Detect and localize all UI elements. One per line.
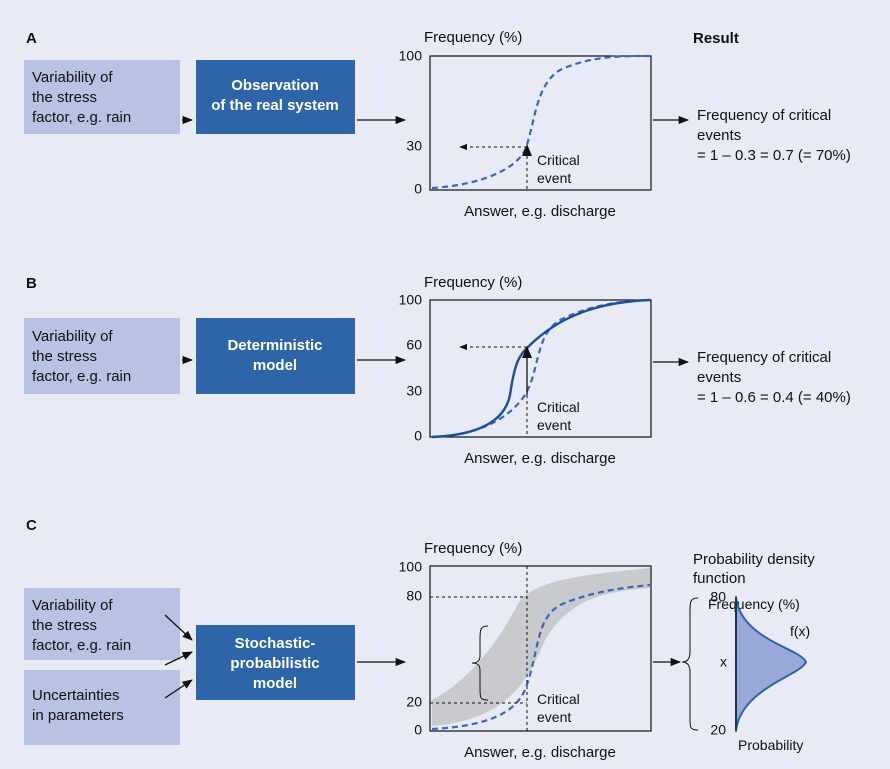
curve — [431, 54, 651, 190]
tick-label: 30 — [406, 383, 422, 399]
y-label: Frequency (%) — [424, 29, 522, 46]
panel-label: B — [26, 275, 37, 292]
result-text: events — [697, 127, 741, 144]
tick-label: 30 — [406, 138, 422, 154]
input-box — [24, 670, 180, 745]
model-text: Observation — [231, 77, 319, 94]
model-text: model — [253, 357, 297, 374]
uncertainty-band — [432, 568, 650, 726]
y-label: Frequency (%) — [424, 274, 522, 291]
arrow — [164, 651, 193, 666]
input-text: Variability of — [32, 328, 113, 345]
arrowhead — [522, 144, 532, 156]
result-text: Frequency of critical — [697, 107, 831, 124]
result-text: events — [697, 369, 741, 386]
input-box — [24, 60, 180, 134]
model-text: Stochastic- — [235, 635, 316, 652]
tick-label: 100 — [399, 292, 423, 308]
model-box — [196, 60, 355, 134]
annotation: event — [537, 417, 571, 433]
input-text: factor, e.g. rain — [32, 368, 131, 385]
model-text: model — [253, 675, 297, 692]
tick-label: 100 — [399, 48, 423, 64]
pdf-variable: x — [720, 654, 727, 670]
curve — [431, 583, 651, 731]
tick-label: 20 — [406, 694, 422, 710]
input-box — [24, 318, 180, 394]
brace — [681, 597, 699, 731]
input-text: Uncertainties — [32, 687, 120, 704]
panel-label: C — [26, 517, 37, 534]
input-box — [24, 588, 180, 660]
result-text: Frequency of critical — [697, 349, 831, 366]
pdf-x-label: Probability — [738, 737, 803, 753]
tick-label: 80 — [406, 588, 422, 604]
brace — [471, 625, 489, 701]
tick-label: 80 — [710, 589, 726, 605]
arrow — [164, 679, 193, 699]
pdf-title: function — [693, 570, 746, 587]
input-text: in parameters — [32, 707, 124, 724]
annotation: event — [537, 170, 571, 186]
result-text: = 1 – 0.6 = 0.4 (= 40%) — [697, 389, 851, 406]
input-text: Variability of — [32, 69, 113, 86]
pdf-function: f(x) — [790, 623, 810, 639]
curve — [431, 298, 651, 439]
curve — [431, 298, 651, 439]
annotation: Critical — [537, 399, 580, 415]
model-text: probabilistic — [230, 655, 319, 672]
input-text: factor, e.g. rain — [32, 637, 131, 654]
model-box — [196, 318, 355, 394]
input-text: the stress — [32, 348, 97, 365]
chart-frame — [429, 299, 652, 438]
arrow — [164, 614, 193, 641]
result-heading: Result — [693, 30, 739, 47]
input-text: factor, e.g. rain — [32, 109, 131, 126]
chart-frame — [429, 565, 652, 732]
result-text: = 1 – 0.3 = 0.7 (= 70%) — [697, 147, 851, 164]
model-text: of the real system — [211, 97, 339, 114]
input-text: the stress — [32, 89, 97, 106]
x-label: Answer, e.g. discharge — [464, 744, 616, 761]
input-text: the stress — [32, 617, 97, 634]
tick-label: 20 — [710, 722, 726, 738]
x-label: Answer, e.g. discharge — [464, 203, 616, 220]
chart-frame — [429, 55, 652, 191]
y-label: Frequency (%) — [424, 540, 522, 557]
density-curve — [735, 597, 808, 731]
annotation: event — [537, 709, 571, 725]
tick-label: 0 — [414, 181, 422, 197]
x-label: Answer, e.g. discharge — [464, 450, 616, 467]
arrowhead — [522, 346, 532, 358]
input-text: Variability of — [32, 597, 113, 614]
model-box — [196, 625, 355, 700]
annotation: Critical — [537, 152, 580, 168]
panel-label: A — [26, 30, 37, 47]
pdf-y-label: Frequency (%) — [708, 596, 800, 612]
tick-label: 0 — [414, 428, 422, 444]
tick-label: 0 — [414, 722, 422, 738]
tick-label: 100 — [399, 559, 423, 575]
pdf-title: Probability density — [693, 551, 815, 568]
annotation: Critical — [537, 691, 580, 707]
model-text: Deterministic — [227, 337, 322, 354]
tick-label: 60 — [406, 337, 422, 353]
